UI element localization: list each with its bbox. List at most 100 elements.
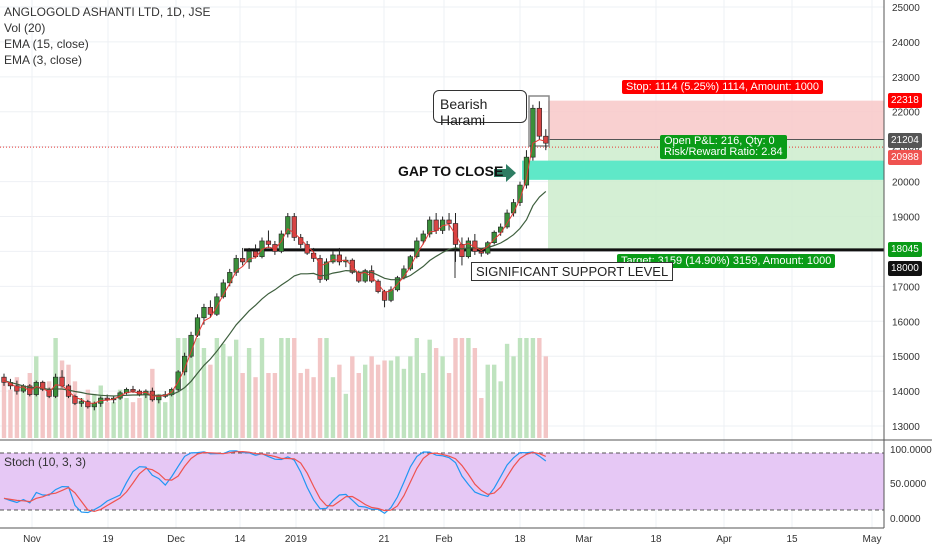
legend-ema3[interactable]: EMA (3, close) [4,53,83,67]
candle-body[interactable] [175,371,181,390]
ema15-line[interactable] [3,190,547,397]
candle-body[interactable] [459,244,465,257]
volume-bar [537,338,542,438]
y-tick-label: 21000 [892,143,920,154]
price-label-entry: 21204 [888,133,922,148]
stoch-d-line[interactable] [3,450,547,513]
volume-bar [234,339,239,438]
candle-body[interactable] [272,244,278,252]
x-tick-label: 18 [514,534,526,545]
volume-bar [485,364,490,438]
x-tick-label: May [863,534,882,545]
legend-volume[interactable]: Vol (20) [4,21,46,35]
volume-bar [311,377,316,438]
candle-body[interactable] [336,254,343,263]
volume-bar [350,356,355,438]
price-label-target: 18045 [888,242,922,257]
candle-body[interactable] [233,258,239,273]
candle-body[interactable] [265,240,272,245]
x-tick-label: 14 [234,534,246,545]
candle-body[interactable] [59,376,65,387]
y-tick-label: 13000 [892,422,920,433]
volume-bar [298,373,303,438]
candle-body[interactable] [317,258,323,280]
candle-body[interactable] [194,317,201,336]
volume-bar [137,398,142,438]
candle-body[interactable] [517,184,523,203]
stoch-legend[interactable]: Stoch (10, 3, 3) [4,455,87,469]
candle-body[interactable] [1,376,7,383]
candle-body[interactable] [369,270,375,282]
candle-body[interactable] [278,233,284,252]
volume-bar [85,389,91,438]
candle-body[interactable] [291,216,297,238]
volume-bar [253,377,258,438]
candle-body[interactable] [433,219,439,231]
x-tick-label: 15 [786,534,798,545]
candle-body[interactable] [330,254,336,263]
volume-bar [34,356,39,438]
candle-body[interactable] [536,107,542,137]
volume-bar [79,398,84,438]
candle-body[interactable] [414,240,420,257]
candle-body[interactable] [246,251,252,263]
legend-ema15[interactable]: EMA (15, close) [4,37,89,51]
candle-body[interactable] [214,296,220,315]
pnl-label[interactable]: Open P&L: 216, Qty: 0 Risk/Reward Ratio:… [660,135,787,159]
candle-body[interactable] [78,401,84,404]
y-tick-label: 22000 [892,108,920,119]
candle-body[interactable] [40,382,46,390]
volume-bar [492,364,497,438]
harami-callout[interactable]: Bearish Harami [433,90,527,128]
volume-bar [130,402,136,438]
candle-body[interactable] [362,270,368,282]
candle-body[interactable] [52,376,59,397]
support-level-text[interactable]: SIGNIFICANT SUPPORT LEVEL [471,262,674,281]
candle-body[interactable] [207,307,214,315]
candle-body[interactable] [201,307,207,319]
volume-bar [524,338,529,438]
candle-body[interactable] [240,258,246,263]
volume-bar [453,338,458,438]
candle-body[interactable] [156,396,162,401]
candle-body[interactable] [285,216,291,235]
volume-bar [498,381,503,438]
candle-body[interactable] [388,289,394,301]
candle-body[interactable] [72,396,78,404]
candle-body[interactable] [381,291,388,301]
stoch-k-line[interactable] [3,450,547,515]
volume-bar [195,338,200,438]
candle-body[interactable] [91,403,97,408]
candle-body[interactable] [543,135,549,144]
candle-body[interactable] [27,385,33,395]
volume-bar [440,356,445,438]
volume-bar [427,339,432,438]
candle-body[interactable] [446,219,452,224]
volume-bar [266,373,271,438]
candle-body[interactable] [478,251,484,254]
ema3-line[interactable] [3,139,546,404]
legend-title[interactable]: ANGLOGOLD ASHANTI LTD, 1D, JSE [4,5,211,19]
candle-body[interactable] [323,261,330,280]
volume-bar [317,338,323,438]
gap-to-close-text[interactable]: GAP TO CLOSE [398,163,504,179]
candle-body[interactable] [33,382,39,395]
volume-bar [188,338,194,438]
volume-bar [259,338,265,438]
candle-body[interactable] [427,219,433,235]
stop-label[interactable]: Stop: 1114 (5.25%) 1114, Amount: 1000 [622,80,824,94]
risk-reward-text: Risk/Reward Ratio: 2.84 [664,146,783,158]
x-tick-label: Apr [716,534,732,545]
x-tick-label: Mar [575,534,593,545]
candle-body[interactable] [530,107,536,158]
stop-zone[interactable] [548,100,884,140]
volume-bar [369,356,374,438]
candle-body[interactable] [14,385,20,392]
candle-body[interactable] [130,389,136,392]
volume-bar [1,381,7,438]
candle-body[interactable] [85,401,91,408]
candle-body[interactable] [523,156,530,186]
gap-zone[interactable] [522,160,884,180]
candle-body[interactable] [420,233,426,242]
